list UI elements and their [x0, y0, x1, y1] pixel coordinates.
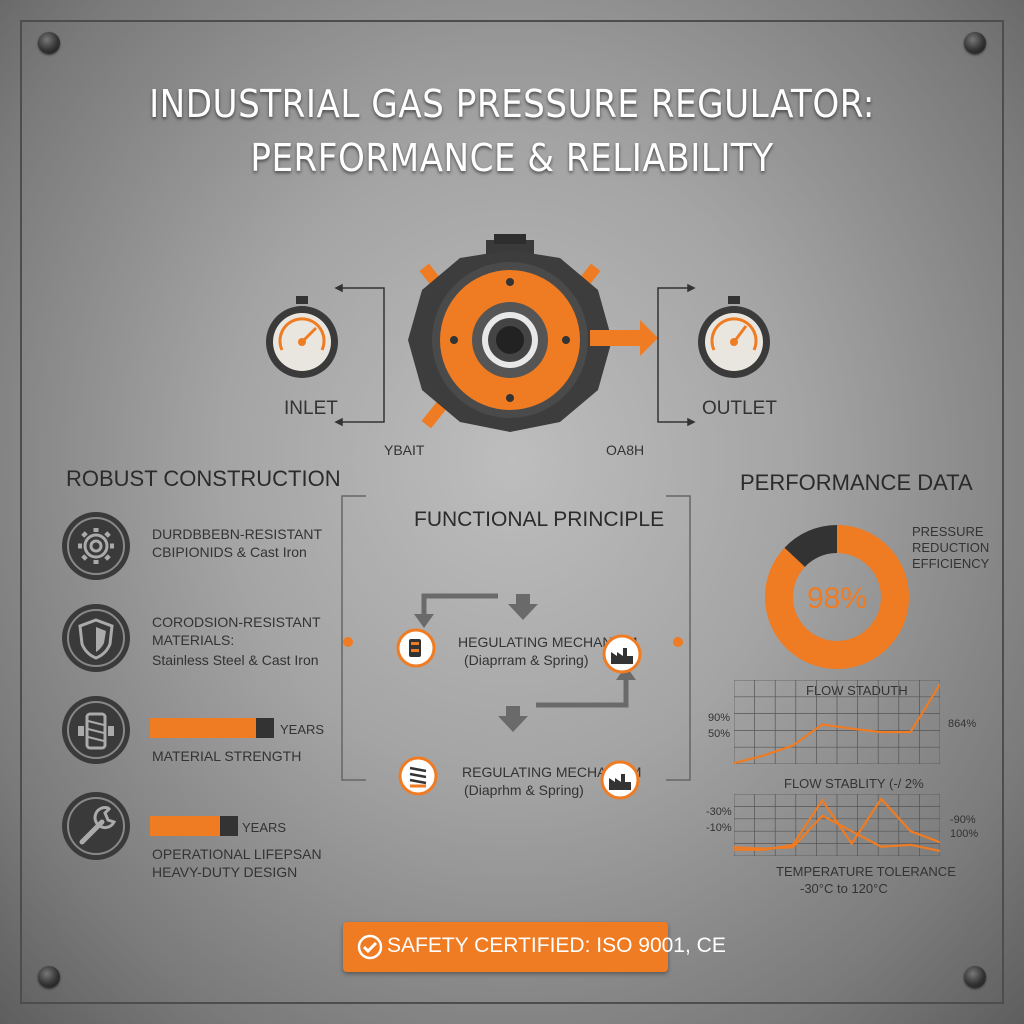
donut-value-label: 98%	[807, 582, 867, 615]
vent-label-left: YBAIT	[384, 442, 425, 458]
factory-icon	[600, 760, 640, 800]
construction-item2-line3: Stainless Steel & Cast Iron	[152, 652, 319, 668]
principle-heading: FUNCTIONAL PRINCIPLE	[414, 508, 665, 531]
lifespan-bar	[150, 816, 220, 836]
panel-frame	[20, 20, 1004, 1004]
vent-label-right: OA8H	[606, 442, 645, 458]
badge-text: SAFETY CERTIFIED: ISO 9001, CE	[387, 934, 726, 957]
chart2-ytick2: -10%	[706, 822, 732, 834]
chart1-right-label: 864%	[948, 718, 977, 730]
page-title: INDUSTRIAL GAS PRESSURE REGULATOR:	[149, 82, 875, 126]
factory-icon	[602, 634, 642, 674]
chart1-ytick2: 50%	[708, 728, 731, 740]
principle-box	[341, 495, 691, 781]
shield-icon	[62, 604, 130, 672]
wrench-icon	[62, 792, 130, 860]
chart2-right-label1: -90%	[950, 814, 976, 826]
donut-label-line2: REDUCTION	[912, 540, 990, 555]
chart2-title: FLOW STABLITY (-/ 2%	[784, 776, 924, 791]
gear-icon	[62, 512, 130, 580]
construction-item1-line1: DURDBBEBN-RESISTANT	[152, 526, 323, 542]
donut-slice	[765, 525, 909, 669]
construction-item1-line2: CBIPIONIDS & Cast Iron	[152, 544, 307, 560]
spring-icon	[62, 696, 130, 764]
temperature-range: -30°C to 120°C	[800, 881, 888, 896]
page-subtitle: PERFORMANCE & RELIABILITY	[250, 136, 774, 180]
principle-step2-line1: REGULATING MECHANISM	[462, 764, 642, 780]
donut-label-line3: EFFICIENCY	[912, 556, 990, 571]
chart2-right-label2: 100%	[950, 828, 979, 840]
chart1-title: FLOW STADUTH	[806, 683, 908, 698]
principle-step1-line1: HEGULATING MECHANISM	[458, 634, 638, 650]
regulator-diagram	[266, 234, 770, 432]
principle-step2-line2: (Diaprhm & Spring)	[464, 782, 584, 798]
material-strength-label: MATERIAL STRENGTH	[152, 748, 302, 764]
lifespan-unit: YEARS	[242, 820, 287, 835]
spring-coil-icon	[398, 756, 438, 796]
construction-item2-line2: MATERIALS:	[152, 632, 235, 648]
checkmark-icon	[357, 934, 383, 960]
rivet-icon	[964, 966, 986, 988]
rivet-icon	[38, 966, 60, 988]
construction-item4-line2: HEAVY-DUTY DESIGN	[152, 864, 298, 880]
material-strength-bar-end	[256, 718, 274, 738]
material-strength-bar	[150, 718, 256, 738]
inlet-label: INLET	[284, 398, 338, 419]
series-line	[734, 683, 940, 764]
flow-chart-2	[734, 794, 940, 856]
cylinder-icon	[396, 628, 436, 668]
chart2-ytick1: -30%	[706, 806, 732, 818]
safety-certified-badge: SAFETY CERTIFIED: ISO 9001, CE	[343, 922, 726, 972]
series-line	[734, 814, 940, 853]
construction-item2-line1: CORODSION-RESISTANT	[152, 614, 321, 630]
performance-heading: PERFORMANCE DATA	[740, 470, 973, 495]
temperature-tolerance-label: TEMPERATURE TOLERANCE	[776, 864, 956, 879]
construction-heading: ROBUST CONSTRUCTION	[66, 466, 341, 491]
rivet-icon	[964, 32, 986, 54]
construction-item4-line1: OPERATIONAL LIFEPSAN	[152, 846, 322, 862]
rivet-icon	[38, 32, 60, 54]
inlet-gauge-icon	[266, 296, 338, 378]
flow-bracket-lines	[334, 283, 696, 427]
outlet-label: OUTLET	[702, 398, 777, 419]
principle-step1-line2: (Diaprram & Spring)	[464, 652, 589, 668]
regulator-gear-icon	[408, 234, 612, 432]
lifespan-bar-end	[220, 816, 238, 836]
chart1-ytick1: 90%	[708, 712, 731, 724]
flow-chart-1	[734, 680, 940, 764]
material-strength-unit: YEARS	[280, 722, 325, 737]
flow-arrow-icon	[590, 320, 658, 356]
outlet-gauge-icon	[698, 296, 770, 378]
efficiency-donut-chart: 98%	[765, 525, 909, 669]
donut-label-line1: PRESSURE	[912, 524, 984, 539]
donut-slice	[784, 525, 837, 567]
